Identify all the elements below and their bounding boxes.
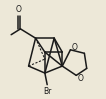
Text: O: O [15,5,21,14]
Text: Br: Br [43,87,51,96]
Text: O: O [72,43,77,52]
Text: O: O [77,74,83,83]
